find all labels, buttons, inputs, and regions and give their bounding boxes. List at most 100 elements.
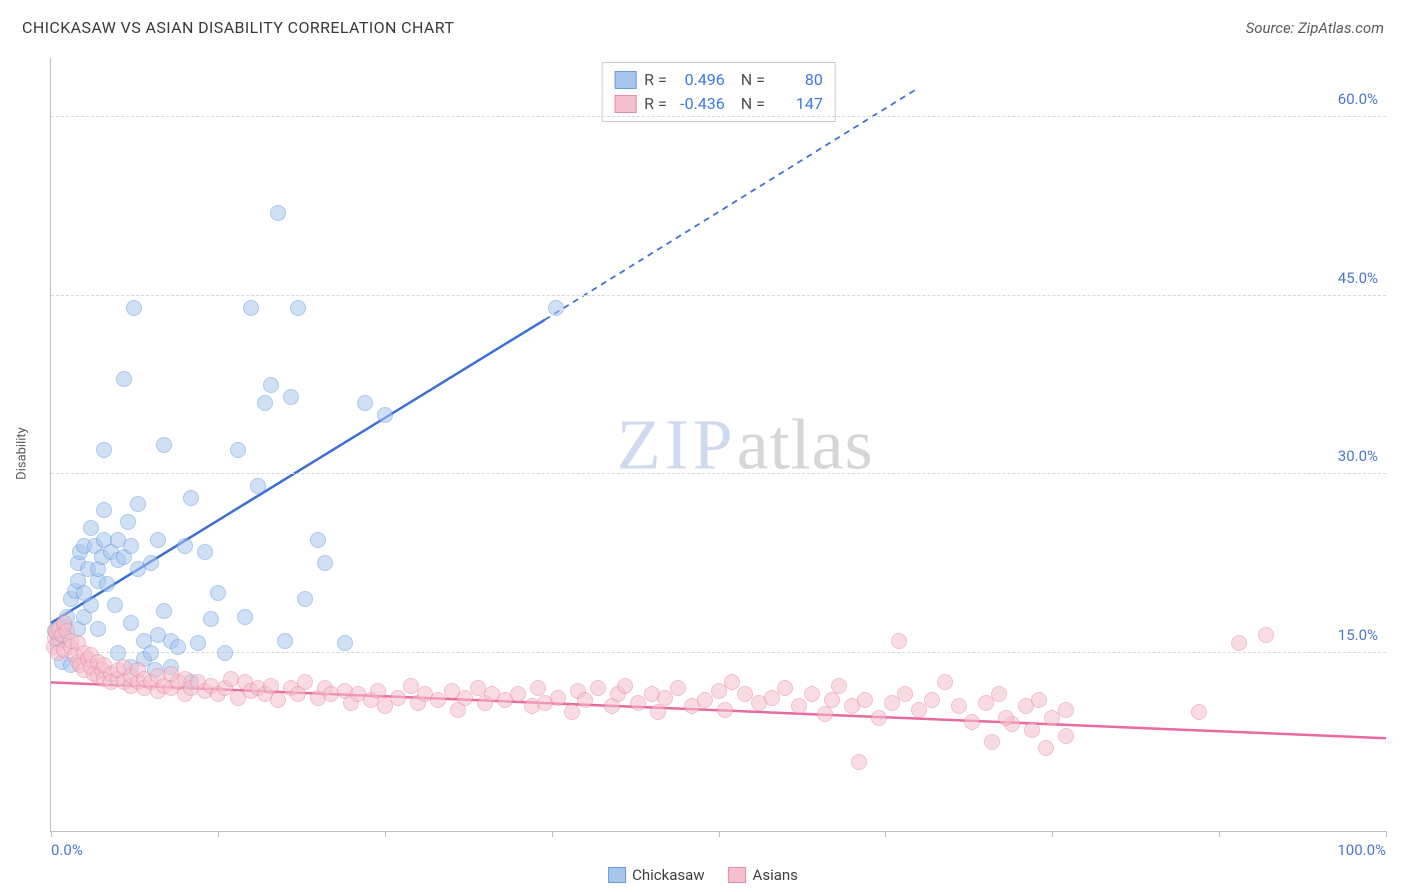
scatter-point bbox=[991, 686, 1007, 702]
scatter-point bbox=[263, 377, 279, 393]
scatter-point bbox=[670, 680, 686, 696]
scatter-point bbox=[357, 395, 373, 411]
scatter-point bbox=[1058, 728, 1074, 744]
legend-swatch bbox=[608, 867, 626, 883]
scatter-point bbox=[984, 734, 1000, 750]
scatter-point bbox=[99, 576, 115, 592]
trend-line-solid bbox=[51, 320, 545, 623]
scatter-point bbox=[777, 680, 793, 696]
scatter-point bbox=[510, 686, 526, 702]
scatter-point bbox=[804, 686, 820, 702]
scatter-point bbox=[824, 692, 840, 708]
x-tick-label: 0.0% bbox=[51, 841, 83, 859]
scatter-point bbox=[150, 532, 166, 548]
chart-area: ZIPatlas R =0.496 N =80R =-0.436 N =147 … bbox=[50, 58, 1386, 832]
scatter-point bbox=[590, 680, 606, 696]
scatter-point bbox=[1058, 702, 1074, 718]
x-tick bbox=[385, 831, 386, 837]
gridline bbox=[51, 652, 1386, 653]
scatter-point bbox=[377, 407, 393, 423]
legend-swatch bbox=[729, 867, 747, 883]
scatter-point bbox=[310, 532, 326, 548]
scatter-point bbox=[297, 591, 313, 607]
x-tick bbox=[1219, 831, 1220, 837]
scatter-point bbox=[290, 300, 306, 316]
scatter-point bbox=[617, 678, 633, 694]
scatter-point bbox=[83, 597, 99, 613]
scatter-point bbox=[548, 300, 564, 316]
scatter-point bbox=[577, 692, 593, 708]
scatter-point bbox=[924, 692, 940, 708]
x-tick bbox=[1052, 831, 1053, 837]
chart-source: Source: ZipAtlas.com bbox=[1246, 19, 1384, 37]
scatter-point bbox=[210, 585, 226, 601]
gridline bbox=[51, 295, 1386, 296]
scatter-point bbox=[277, 633, 293, 649]
scatter-point bbox=[964, 714, 980, 730]
scatter-point bbox=[270, 205, 286, 221]
legend-n-value: 80 bbox=[773, 68, 823, 92]
legend-n-label: N = bbox=[733, 68, 765, 92]
y-tick-label: 60.0% bbox=[1338, 90, 1378, 108]
x-tick bbox=[552, 831, 553, 837]
scatter-point bbox=[550, 690, 566, 706]
y-tick-label: 30.0% bbox=[1338, 447, 1378, 465]
series-legend-item: Asians bbox=[729, 866, 798, 884]
scatter-point bbox=[143, 645, 159, 661]
x-tick bbox=[51, 831, 52, 837]
scatter-point bbox=[126, 300, 142, 316]
scatter-point bbox=[998, 710, 1014, 726]
scatter-point bbox=[317, 555, 333, 571]
legend-swatch bbox=[614, 95, 636, 113]
legend-r-label: R = bbox=[644, 68, 667, 92]
legend-r-value: 0.496 bbox=[675, 68, 725, 92]
scatter-point bbox=[1031, 692, 1047, 708]
scatter-point bbox=[370, 683, 386, 699]
scatter-point bbox=[1231, 635, 1247, 651]
scatter-point bbox=[243, 300, 259, 316]
scatter-point bbox=[871, 710, 887, 726]
y-axis-label: Disability bbox=[15, 427, 30, 480]
scatter-point bbox=[1191, 704, 1207, 720]
scatter-point bbox=[120, 514, 136, 530]
y-tick-label: 45.0% bbox=[1338, 269, 1378, 287]
scatter-point bbox=[156, 437, 172, 453]
gridline bbox=[51, 116, 1386, 117]
scatter-point bbox=[1258, 627, 1274, 643]
scatter-point bbox=[230, 442, 246, 458]
scatter-point bbox=[857, 692, 873, 708]
legend-row: R = 0.496 N = 80 bbox=[614, 68, 823, 92]
scatter-point bbox=[724, 674, 740, 690]
scatter-point bbox=[123, 538, 139, 554]
correlation-legend: R = 0.496 N = 80R =-0.436 N =147 bbox=[601, 62, 836, 122]
scatter-point bbox=[270, 692, 286, 708]
scatter-point bbox=[107, 597, 123, 613]
y-tick-label: 15.0% bbox=[1338, 626, 1378, 644]
scatter-point bbox=[90, 621, 106, 637]
scatter-point bbox=[817, 706, 833, 722]
x-tick bbox=[218, 831, 219, 837]
scatter-point bbox=[217, 645, 233, 661]
series-legend-item: Chickasaw bbox=[608, 866, 704, 884]
scatter-point bbox=[1024, 722, 1040, 738]
scatter-point bbox=[717, 702, 733, 718]
scatter-point bbox=[130, 496, 146, 512]
scatter-point bbox=[283, 389, 299, 405]
scatter-point bbox=[791, 698, 807, 714]
scatter-point bbox=[190, 635, 206, 651]
scatter-point bbox=[337, 635, 353, 651]
scatter-point bbox=[297, 674, 313, 690]
scatter-point bbox=[390, 690, 406, 706]
scatter-point bbox=[831, 678, 847, 694]
scatter-point bbox=[183, 490, 199, 506]
gridline bbox=[51, 473, 1386, 474]
legend-row: R =-0.436 N =147 bbox=[614, 92, 823, 116]
scatter-point bbox=[897, 686, 913, 702]
scatter-point bbox=[891, 633, 907, 649]
plot-region: ZIPatlas R =0.496 N =80R =-0.436 N =147 … bbox=[50, 58, 1386, 832]
scatter-point bbox=[851, 754, 867, 770]
series-legend: Chickasaw Asians bbox=[608, 866, 798, 884]
scatter-point bbox=[951, 698, 967, 714]
scatter-point bbox=[96, 442, 112, 458]
scatter-point bbox=[257, 395, 273, 411]
